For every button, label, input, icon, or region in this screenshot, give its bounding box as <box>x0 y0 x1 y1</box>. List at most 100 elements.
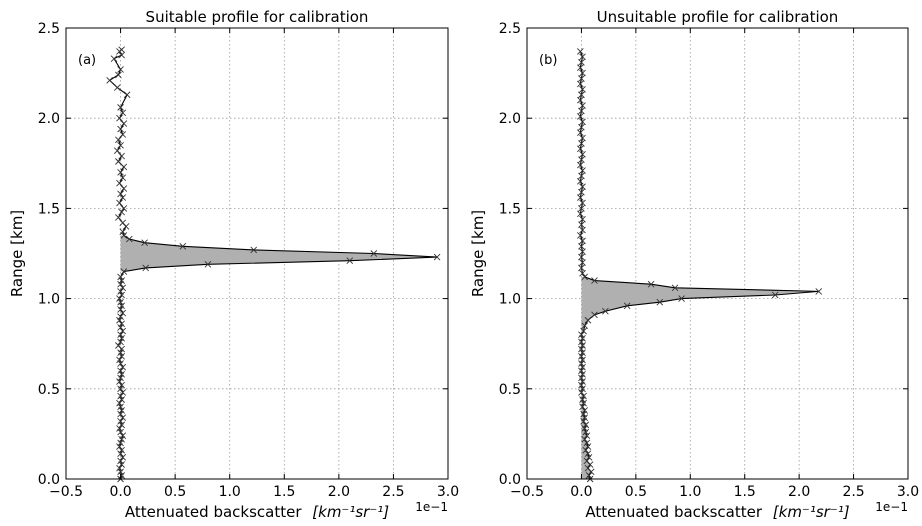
panel-a-data-point <box>115 158 122 165</box>
panel-b-data-point <box>578 338 585 346</box>
panel-b-data-point <box>578 381 585 389</box>
panel-a-data-point <box>118 302 125 310</box>
panel-a-data-point <box>250 246 258 254</box>
panel-a-data-point <box>117 457 124 465</box>
panel-b-data-point <box>579 102 586 109</box>
panel-b-ytick-label: 2.5 <box>499 21 521 37</box>
panel-b-data-point <box>579 183 586 191</box>
panel-a-data-point <box>118 461 125 468</box>
panel-b-label: (b) <box>539 53 557 68</box>
panel-a-xtick-label: 1.0 <box>219 484 241 500</box>
panel-a-data-point <box>118 371 125 378</box>
panel-a-data-point <box>119 363 127 371</box>
panel-b-data-point <box>579 378 586 385</box>
panel-a-data-point <box>115 342 122 349</box>
panel-b-data-point <box>579 334 586 342</box>
panel-b-data-point <box>579 342 586 349</box>
panel-a-data-point <box>118 353 125 360</box>
panel-a-data-point <box>118 472 125 479</box>
panel-a-data-point <box>117 306 124 313</box>
panel-a-ytick-label: 1.5 <box>38 201 60 217</box>
panel-a-data-point <box>116 399 123 407</box>
panel-a-data-point <box>117 367 124 375</box>
panel-b-data-point <box>578 91 585 99</box>
panel-b-xtick-label: 0.0 <box>570 484 592 500</box>
panel-b-data-point <box>577 161 584 169</box>
panel-b-data-point <box>579 86 586 93</box>
panel-b-data-point <box>581 273 589 281</box>
panel-b-data-point <box>623 302 631 310</box>
panel-b-data-point <box>578 156 585 164</box>
panel-b-title: Unsuitable profile for calibration <box>597 8 839 26</box>
panel-a-data-point <box>119 228 127 236</box>
panel-b-data-point <box>579 118 586 126</box>
panel-b-data-point <box>578 367 585 375</box>
panel-b-data-point <box>580 399 587 407</box>
panel-a-data-point <box>120 163 128 171</box>
panel-a-data-point <box>117 141 124 149</box>
panel-a-data-point <box>117 468 124 476</box>
panel-b-data-point <box>602 307 609 315</box>
panel-a-xtick-label: 1.5 <box>273 484 295 500</box>
panel-b-data-point <box>578 75 585 82</box>
panel-a-data-point <box>115 214 122 221</box>
panel-b-data-point <box>577 178 584 185</box>
panel-b-data-point <box>581 322 589 329</box>
panel-b-data-point <box>581 407 589 414</box>
panel-a-data-point <box>119 309 127 317</box>
panel-b: −0.5 0.0 0.5 1.0 1.5 2.0 2.5 3.00.00.51.01.52.0… <box>469 8 919 521</box>
panel-a-data-point <box>118 421 125 429</box>
panel-a-ytick-label: 1.0 <box>38 292 60 308</box>
panel-a-data-point <box>117 403 124 411</box>
panel-b-data-point <box>577 210 584 218</box>
panel-a-data-point <box>118 208 125 216</box>
panel-b-data-point <box>583 439 591 447</box>
panel-b-data-point <box>579 371 586 378</box>
panel-b-data-point <box>578 253 585 261</box>
panel-b-data-point <box>578 221 585 228</box>
panel-b-data-point <box>579 53 586 61</box>
panel-b-data-point <box>584 450 592 458</box>
panel-a-data-point <box>118 334 125 342</box>
panel-b-data-point <box>582 421 590 429</box>
panel-b-data-point <box>584 443 592 450</box>
panel-a-data-point <box>120 268 128 275</box>
panel-a-ticks: −0.5 0.0 0.5 1.0 1.5 2.0 2.5 3.00.00.51.01.52.0… <box>38 21 459 500</box>
panel-b-data-point <box>578 389 585 396</box>
panel-b-data-point <box>578 264 585 272</box>
panel-a-data-point <box>116 114 123 122</box>
panel-b-xtick-label: 3.0 <box>897 484 919 500</box>
panel-a-data-point <box>117 331 124 338</box>
panel-b-data-point <box>579 150 586 158</box>
panel-a-data-point <box>118 407 125 414</box>
panel-a-xtick-label: 2.0 <box>328 484 350 500</box>
panel-a-data-point <box>116 199 123 207</box>
panel-a-data-point <box>116 378 123 385</box>
panel-b-data-point <box>584 464 592 472</box>
panel-b-data-point <box>585 454 593 461</box>
panel-b-data-point <box>671 284 679 292</box>
panel-b-data-point <box>577 194 584 201</box>
panel-a-data-point <box>117 439 124 447</box>
panel-b-data-point <box>577 80 584 88</box>
panel-a-data-point <box>117 349 124 357</box>
panel-a-data-point <box>120 232 128 239</box>
panel-a-data-point <box>204 261 212 268</box>
panel-a-data-point <box>117 360 124 367</box>
panel-a-data-point <box>117 125 124 133</box>
panel-b-data-point <box>771 291 779 299</box>
panel-b-data-point <box>577 113 584 120</box>
panel-b-data-point <box>579 349 586 357</box>
panel-b-data-point <box>581 425 589 432</box>
panel-a-data-point <box>117 324 124 331</box>
panel-a: −0.5 0.0 0.5 1.0 1.5 2.0 2.5 3.00.00.51.01.52.0… <box>8 8 459 521</box>
panel-b-data-point <box>577 64 584 72</box>
panel-b-data-point <box>585 472 593 479</box>
panel-a-xlabel: Attenuated backscatter [km⁻¹sr⁻¹] <box>125 503 389 521</box>
panel-b-markers <box>577 48 823 483</box>
panel-a-xtick-label: 3.0 <box>437 484 459 500</box>
panel-a-data-point <box>116 425 123 432</box>
panel-a-data-point <box>113 147 121 154</box>
panel-b-data-point <box>578 331 585 338</box>
